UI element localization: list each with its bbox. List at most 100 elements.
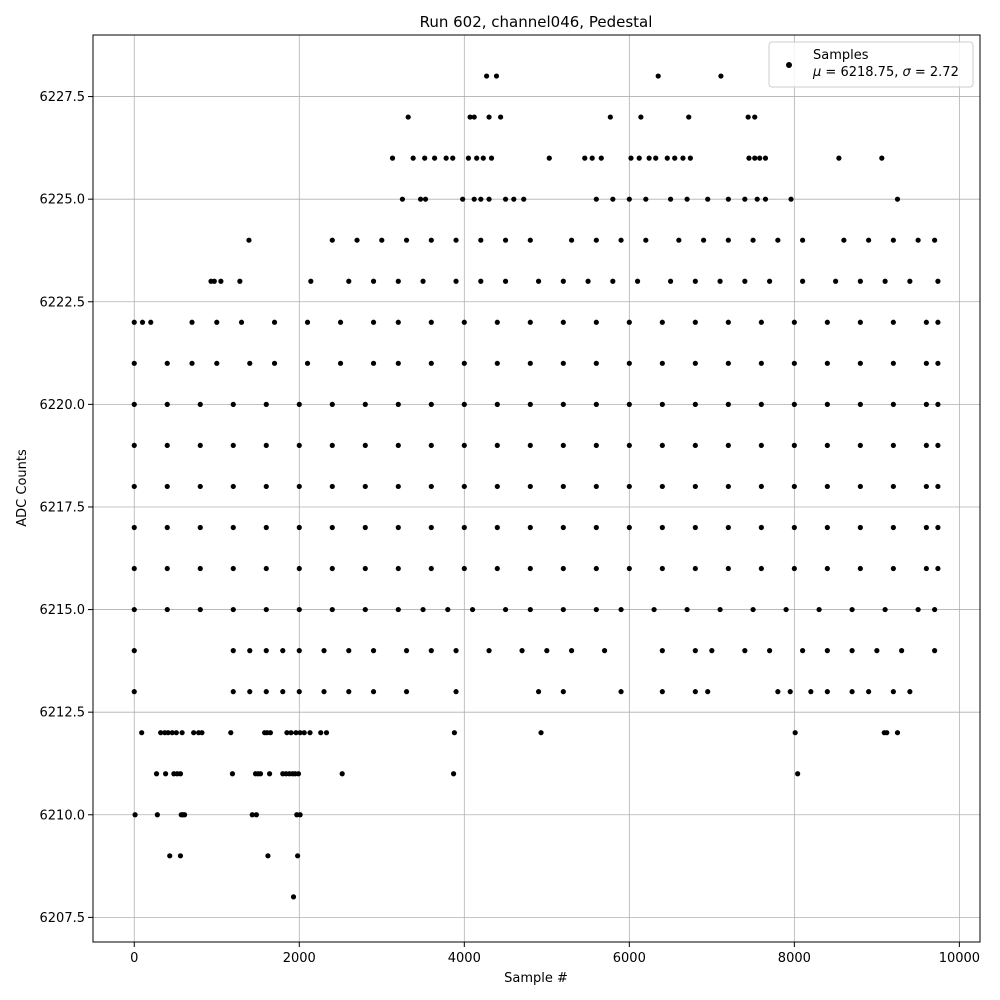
data-point	[263, 483, 269, 490]
data-point	[483, 73, 490, 79]
y-tick-label: 6210.0	[40, 808, 86, 823]
data-point	[742, 648, 748, 654]
data-point	[717, 278, 723, 284]
data-point	[923, 442, 929, 449]
data-point	[568, 648, 575, 654]
data-point	[218, 278, 224, 284]
data-point	[692, 689, 698, 695]
data-point	[403, 689, 410, 695]
data-point	[428, 360, 434, 366]
data-point	[634, 278, 641, 284]
data-point	[263, 648, 269, 654]
data-point	[791, 524, 797, 531]
data-point	[131, 524, 137, 531]
data-point	[290, 894, 297, 900]
y-tick-label: 6225.0	[40, 193, 86, 208]
chart-title: Run 602, channel046, Pedestal	[420, 13, 653, 31]
data-point	[866, 689, 872, 695]
data-point	[422, 155, 428, 161]
data-point	[758, 442, 764, 449]
data-point	[762, 155, 769, 161]
data-point	[461, 401, 467, 407]
data-point	[824, 483, 830, 490]
data-point	[783, 606, 789, 613]
data-point	[659, 401, 665, 407]
data-point	[478, 237, 484, 243]
data-point	[610, 278, 616, 284]
data-point	[915, 237, 921, 243]
data-point	[389, 155, 396, 161]
data-point	[237, 278, 243, 284]
data-point	[480, 155, 486, 161]
data-point	[752, 114, 758, 120]
data-point	[593, 401, 599, 407]
data-point	[757, 155, 763, 161]
data-point	[752, 155, 758, 161]
data-point	[395, 278, 401, 284]
data-point	[626, 483, 632, 490]
data-point	[266, 771, 273, 777]
data-point	[410, 155, 416, 161]
data-point	[762, 196, 769, 202]
data-point	[626, 401, 632, 407]
data-point	[486, 114, 492, 120]
data-point	[890, 689, 896, 695]
data-point	[923, 483, 929, 490]
data-point	[692, 483, 698, 490]
data-point	[560, 565, 566, 572]
y-tick-label: 6212.5	[40, 706, 86, 721]
x-tick-label: 2000	[283, 951, 316, 966]
data-point	[230, 524, 236, 531]
data-point	[493, 73, 500, 79]
data-point	[725, 483, 731, 490]
data-point	[692, 524, 698, 531]
data-point	[923, 319, 929, 325]
data-point	[189, 360, 195, 366]
data-point	[453, 237, 459, 243]
data-points	[131, 73, 941, 900]
data-point	[263, 689, 269, 695]
data-point	[443, 155, 449, 161]
data-point	[329, 565, 335, 572]
data-point	[486, 648, 492, 654]
data-point	[131, 319, 137, 325]
data-point	[788, 196, 794, 202]
data-point	[164, 483, 170, 490]
data-point	[395, 319, 401, 325]
data-point	[267, 730, 273, 736]
data-point	[932, 606, 938, 613]
data-point	[158, 730, 164, 736]
data-point	[680, 155, 686, 161]
data-point	[718, 73, 724, 79]
data-point	[197, 524, 203, 531]
data-point	[758, 483, 764, 490]
data-point	[544, 648, 550, 654]
data-point	[461, 319, 467, 325]
data-point	[667, 196, 674, 202]
y-axis: 6207.5 6210.0 6212.5 6215.0 6217.5 6220.0 6222…	[40, 90, 93, 926]
data-point	[395, 442, 401, 449]
data-point	[618, 237, 624, 243]
data-point	[686, 114, 692, 120]
data-point	[263, 565, 269, 572]
data-point	[758, 565, 764, 572]
data-point	[816, 606, 822, 613]
data-point	[197, 483, 203, 490]
data-point	[890, 237, 896, 243]
legend-sigma-value: 2.72	[930, 65, 959, 80]
legend-mu-value: 6218.75	[840, 65, 894, 80]
data-point	[329, 237, 335, 243]
data-point	[228, 730, 234, 736]
data-point	[692, 319, 698, 325]
data-point	[329, 524, 335, 531]
data-point	[849, 689, 855, 695]
data-point	[791, 360, 797, 366]
data-point	[568, 237, 575, 243]
data-point	[935, 565, 941, 572]
data-point	[164, 565, 170, 572]
data-point	[428, 319, 434, 325]
data-point	[154, 812, 160, 818]
data-point	[131, 565, 137, 572]
x-tick-label: 10000	[939, 951, 980, 966]
data-point	[502, 606, 509, 613]
